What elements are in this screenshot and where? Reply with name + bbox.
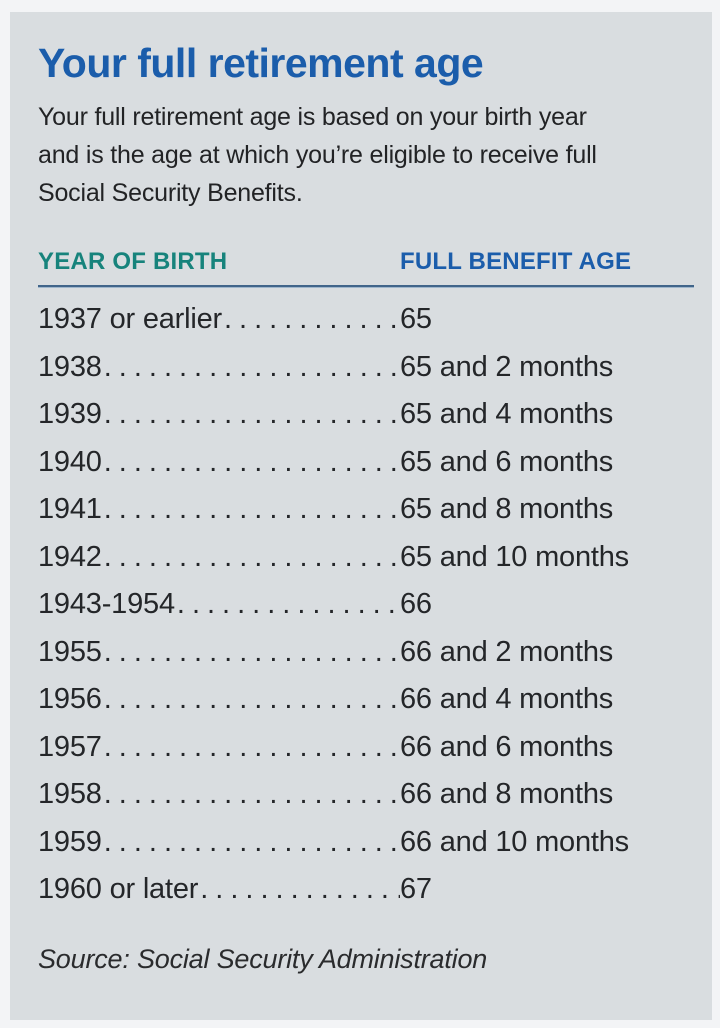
row-dot-leader: ........................................… <box>103 683 400 715</box>
table-row: 1937 or earlier ........................… <box>38 296 694 344</box>
header-divider-rule <box>38 285 694 288</box>
table-row-left-cell: 1943-1954 ..............................… <box>38 581 400 629</box>
row-year-of-birth: 1957 <box>38 730 102 763</box>
row-full-benefit-age: 65 and 10 months <box>400 540 629 573</box>
table-row: 1942 ...................................… <box>38 534 694 582</box>
column-header-full-benefit-age: FULL BENEFIT AGE <box>400 248 632 275</box>
table-row: 1939 ...................................… <box>38 391 694 439</box>
row-year-of-birth: 1940 <box>38 445 102 478</box>
row-full-benefit-age: 66 <box>400 588 432 620</box>
row-year-of-birth: 1955 <box>38 635 102 668</box>
row-year-of-birth: 1941 <box>38 493 102 525</box>
table-row: 1943-1954 ..............................… <box>38 581 694 629</box>
table-row-left-cell: 1957 ...................................… <box>38 724 400 772</box>
row-year-of-birth: 1939 <box>38 398 102 430</box>
row-dot-leader: ........................................… <box>103 493 400 525</box>
row-dot-leader: ........................................… <box>224 303 400 335</box>
row-dot-leader: ........................................… <box>176 588 400 620</box>
table-row-left-cell: 1939 ...................................… <box>38 391 400 439</box>
source-attribution: Source: Social Security Administration <box>38 943 488 974</box>
row-dot-leader: ........................................… <box>103 445 400 478</box>
row-year-of-birth: 1938 <box>38 350 102 383</box>
column-header-year-of-birth: YEAR OF BIRTH <box>38 248 228 275</box>
table-row-left-cell: 1955 ...................................… <box>38 629 400 677</box>
row-dot-leader: ........................................… <box>103 825 400 858</box>
row-year-of-birth: 1960 or later <box>38 873 199 905</box>
table-row: 1941 ...................................… <box>38 486 694 534</box>
table-row: 1956 ...................................… <box>38 676 694 724</box>
table-row: 1940 ...................................… <box>38 439 694 487</box>
table-row-left-cell: 1960 or later ..........................… <box>38 866 400 914</box>
row-year-of-birth: 1958 <box>38 778 102 810</box>
row-dot-leader: ........................................… <box>103 635 400 668</box>
row-full-benefit-age: 66 and 6 months <box>400 730 614 763</box>
table-row: 1957 ...................................… <box>38 724 694 772</box>
row-full-benefit-age: 66 and 4 months <box>400 683 614 715</box>
row-full-benefit-age: 65 <box>400 303 432 335</box>
table-row-left-cell: 1958 ...................................… <box>38 771 400 819</box>
table-row: 1960 or later ..........................… <box>38 866 694 914</box>
table-row: 1959 ...................................… <box>38 819 694 867</box>
table-row-left-cell: 1956 ...................................… <box>38 676 400 724</box>
row-full-benefit-age: 67 <box>400 873 432 905</box>
row-full-benefit-age: 66 and 8 months <box>400 778 614 810</box>
table-row-left-cell: 1942 ...................................… <box>38 534 400 582</box>
row-dot-leader: ........................................… <box>103 778 400 810</box>
page-title: Your full retirement age <box>38 40 484 86</box>
intro-description: Your full retirement age is based on you… <box>38 98 694 212</box>
row-dot-leader: ........................................… <box>103 350 400 383</box>
row-dot-leader: ........................................… <box>103 398 400 430</box>
table-row-left-cell: 1959 ...................................… <box>38 819 400 867</box>
row-full-benefit-age: 65 and 2 months <box>400 350 614 383</box>
row-dot-leader: ........................................… <box>200 873 400 905</box>
description-line-3: Social Security Benefits. <box>38 179 303 207</box>
row-dot-leader: ........................................… <box>103 730 400 763</box>
row-full-benefit-age: 66 and 10 months <box>400 825 629 858</box>
description-line-1: Your full retirement age is based on you… <box>38 103 587 131</box>
row-year-of-birth: 1943-1954 <box>38 588 175 620</box>
row-full-benefit-age: 65 and 6 months <box>400 445 614 478</box>
table-row: 1958 ...................................… <box>38 771 694 819</box>
row-year-of-birth: 1937 or earlier <box>38 303 222 335</box>
row-year-of-birth: 1942 <box>38 540 102 573</box>
row-dot-leader: ........................................… <box>103 540 400 573</box>
benefit-table-body: 1937 or earlier ........................… <box>38 296 694 914</box>
table-row-left-cell: 1937 or earlier ........................… <box>38 296 400 344</box>
table-row: 1938 ...................................… <box>38 344 694 392</box>
table-row-left-cell: 1940 ...................................… <box>38 439 400 487</box>
row-year-of-birth: 1959 <box>38 825 102 858</box>
table-row: 1955 ...................................… <box>38 629 694 677</box>
table-header-row: YEAR OF BIRTH FULL BENEFIT AGE <box>38 248 694 276</box>
description-line-2: and is the age at which you’re eligible … <box>38 141 597 169</box>
row-full-benefit-age: 65 and 4 months <box>400 398 614 430</box>
retirement-age-infographic-panel: Your full retirement age Your full retir… <box>10 12 712 1020</box>
row-full-benefit-age: 65 and 8 months <box>400 493 614 525</box>
row-full-benefit-age: 66 and 2 months <box>400 635 614 668</box>
table-row-left-cell: 1941 ...................................… <box>38 486 400 534</box>
table-row-left-cell: 1938 ...................................… <box>38 344 400 392</box>
row-year-of-birth: 1956 <box>38 683 102 715</box>
